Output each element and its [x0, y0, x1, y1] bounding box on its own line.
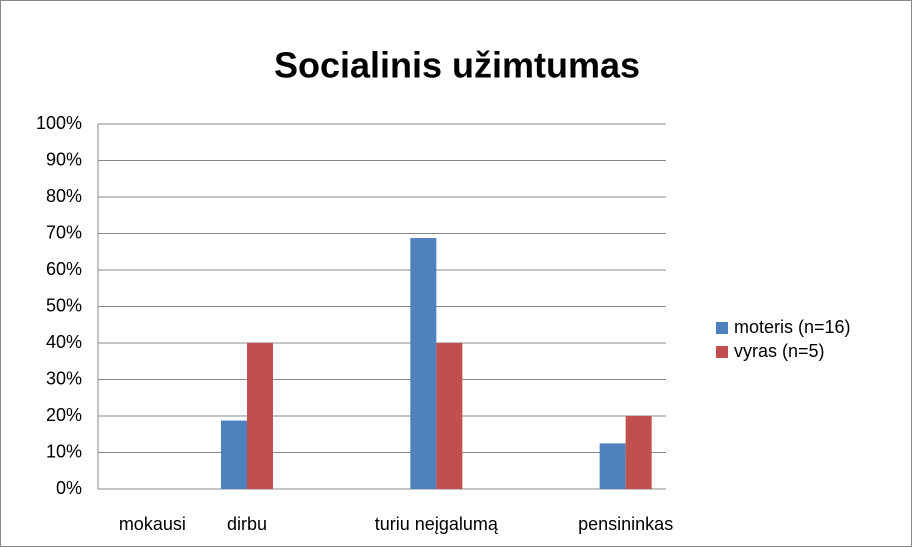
y-tick-label: 20%	[46, 405, 82, 425]
bar	[625, 416, 652, 489]
x-tick-label: dirbu	[227, 514, 267, 534]
y-tick-label: 0%	[56, 478, 82, 498]
bar	[436, 343, 463, 489]
x-tick-label: turiu neįgalumą	[375, 514, 499, 534]
y-tick-label: 90%	[46, 149, 82, 169]
y-tick-label: 40%	[46, 332, 82, 352]
y-tick-label: 30%	[46, 368, 82, 388]
bar	[410, 238, 437, 489]
y-tick-label: 70%	[46, 222, 82, 242]
y-tick-label: 60%	[46, 259, 82, 279]
bar	[221, 420, 247, 489]
legend-swatch	[716, 346, 728, 358]
y-tick-label: 80%	[46, 186, 82, 206]
legend-label: moteris (n=16)	[734, 317, 851, 337]
x-tick-label: pensininkas	[578, 514, 673, 534]
chart-title: Socialinis užimtumas	[274, 45, 640, 86]
y-tick-label: 100%	[36, 113, 82, 133]
y-tick-label: 10%	[46, 441, 82, 461]
y-tick-label: 50%	[46, 295, 82, 315]
legend-swatch	[716, 322, 728, 334]
bar	[247, 343, 273, 489]
x-tick-label: mokausi	[119, 514, 186, 534]
legend-label: vyras (n=5)	[734, 341, 825, 361]
bar	[599, 443, 626, 489]
